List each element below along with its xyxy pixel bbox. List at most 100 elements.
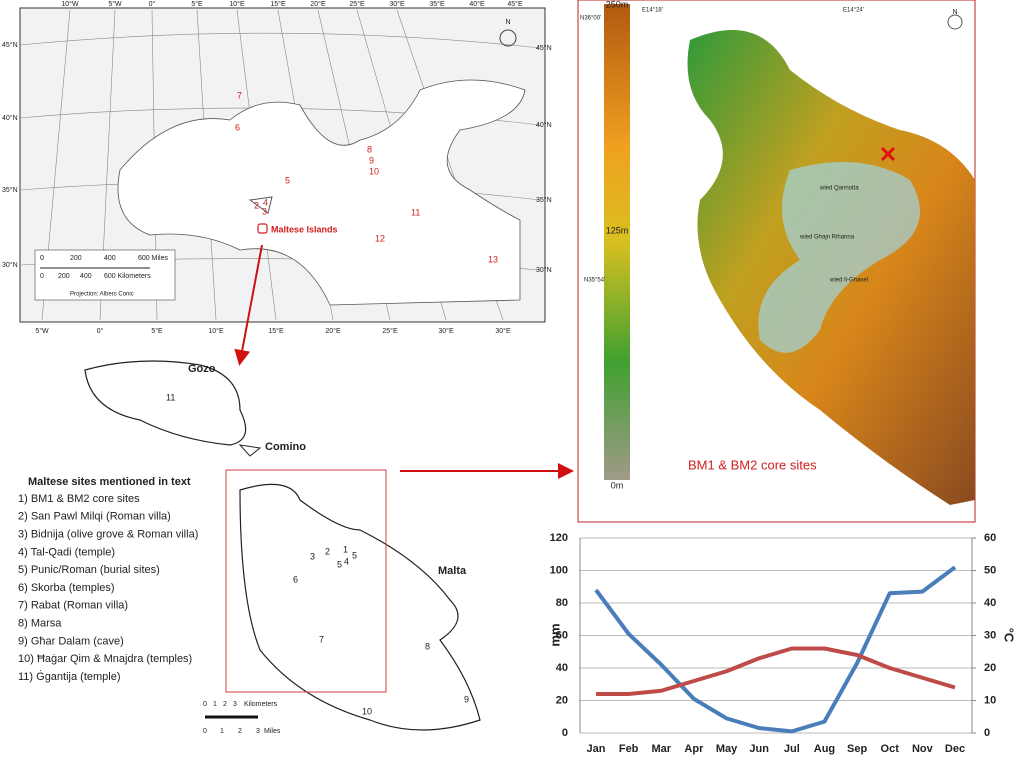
x-tick-label: Oct bbox=[881, 743, 900, 755]
coordinate-label: N36°00' bbox=[580, 16, 601, 22]
y2-tick-label: 40 bbox=[984, 597, 996, 609]
coordinate-label: N35°54' bbox=[584, 278, 605, 284]
longitude-label: 5°E bbox=[151, 327, 163, 335]
malta-outline bbox=[239, 483, 481, 731]
latitude-label: 45°N bbox=[2, 41, 18, 49]
latitude-label: 30°N bbox=[536, 266, 552, 274]
longitude-label: 15°E bbox=[268, 327, 284, 335]
longitude-label: 5°W bbox=[108, 0, 122, 8]
site-item: 11) Ġgantija (temple) bbox=[18, 670, 121, 683]
y2-tick-label: 50 bbox=[984, 564, 996, 576]
site-number: 7 bbox=[237, 90, 242, 100]
site-item: 1) BM1 & BM2 core sites bbox=[18, 493, 140, 505]
site-number: 6 bbox=[293, 574, 298, 584]
relief-north bbox=[947, 14, 963, 30]
longitude-label: 10°E bbox=[208, 327, 224, 335]
list-title: Maltese sites mentioned in text bbox=[28, 476, 191, 488]
y2-tick-label: 0 bbox=[984, 727, 990, 739]
site-number: 11 bbox=[411, 207, 420, 217]
scale-label: 600 Kilometers bbox=[104, 273, 151, 280]
site-number: 10 bbox=[369, 166, 379, 176]
scale-label: Miles bbox=[264, 728, 281, 735]
longitude-label: 0° bbox=[149, 0, 156, 8]
latitude-label: 40°N bbox=[2, 114, 18, 122]
scale-label: 200 bbox=[70, 255, 82, 262]
site-number: 8 bbox=[425, 641, 430, 651]
y-tick-label: 120 bbox=[550, 532, 568, 544]
colorbar-label: 250m bbox=[606, 0, 629, 9]
site-number: 9 bbox=[369, 155, 374, 165]
x-tick-label: May bbox=[716, 743, 738, 755]
valley-label: wied Ghajn Rihanna bbox=[799, 235, 855, 241]
y2-tick-label: 60 bbox=[984, 532, 996, 544]
north-arrow bbox=[499, 29, 517, 47]
site-number: 12 bbox=[375, 233, 385, 243]
longitude-label: 45°E bbox=[507, 0, 523, 8]
site-number: 9 bbox=[464, 694, 469, 704]
comino-outline bbox=[238, 444, 262, 457]
x-tick-label: Mar bbox=[651, 743, 671, 755]
x-tick-label: Jul bbox=[784, 743, 800, 755]
site-number: 4 bbox=[344, 556, 349, 566]
x-tick-label: Dec bbox=[945, 743, 965, 755]
valley-label: wied Il-Ghasel bbox=[829, 278, 868, 284]
study-area-box bbox=[225, 469, 387, 693]
site-item: 5) Punic/Roman (burial sites) bbox=[18, 564, 160, 576]
scale-label: 2 bbox=[223, 701, 227, 708]
colorbar-label: 125m bbox=[606, 225, 629, 235]
y-tick-label: 100 bbox=[550, 564, 568, 576]
scale-label: 3 bbox=[233, 701, 237, 708]
scale-label: 400 bbox=[80, 273, 92, 280]
scale-label: 0 bbox=[203, 701, 207, 708]
arrow bbox=[234, 244, 263, 366]
site-item: 10) Ħaġar Qim & Mnajdra (temples) bbox=[18, 653, 192, 665]
longitude-label: 10°E bbox=[229, 0, 245, 8]
site-item: 4) Tal-Qadi (temple) bbox=[18, 546, 115, 558]
scale-label: 2 bbox=[238, 728, 242, 735]
y2-tick-label: 20 bbox=[984, 662, 996, 674]
island-label: Malta bbox=[438, 565, 467, 577]
x-tick-label: Nov bbox=[912, 743, 934, 755]
x-tick-label: Jun bbox=[749, 743, 769, 755]
latitude-label: 45°N bbox=[536, 44, 552, 52]
gozo-outline bbox=[84, 360, 247, 446]
site-item: 8) Marsa bbox=[18, 618, 62, 630]
island-label: Gozo bbox=[188, 363, 216, 375]
longitude-label: 20°E bbox=[310, 0, 326, 8]
longitude-label: 10°W bbox=[61, 0, 79, 8]
catchment bbox=[758, 162, 920, 353]
site-number: 5 bbox=[352, 550, 357, 560]
site-item: 3) Bidnija (olive grove & Roman villa) bbox=[18, 529, 198, 541]
longitude-label: 25°E bbox=[349, 0, 365, 8]
site-number: 11 bbox=[166, 392, 175, 402]
longitude-label: 15°E bbox=[270, 0, 286, 8]
x-tick-label: Sep bbox=[847, 743, 867, 755]
latitude-label: 40°N bbox=[536, 121, 552, 129]
series-line bbox=[594, 565, 957, 734]
longitude-label: 25°E bbox=[382, 327, 398, 335]
coordinate-label: E14°18' bbox=[642, 8, 663, 14]
site-number: 6 bbox=[235, 122, 240, 132]
site-number: 5 bbox=[285, 175, 290, 185]
y-tick-label: 80 bbox=[556, 597, 568, 609]
north-label: N bbox=[505, 19, 510, 26]
valley-label: wied Qannotta bbox=[819, 186, 859, 192]
latitude-label: 35°N bbox=[2, 186, 18, 194]
scale-label: 0 bbox=[40, 273, 44, 280]
longitude-label: 30°E bbox=[389, 0, 405, 8]
longitude-label: 30°E bbox=[438, 327, 454, 335]
y2-axis-title: °C bbox=[1002, 628, 1017, 643]
y-axis-title: mm bbox=[547, 623, 562, 646]
y-tick-label: 40 bbox=[556, 662, 568, 674]
projection-label: Projection: Albers Conic bbox=[70, 292, 134, 298]
site-number: 7 bbox=[319, 634, 324, 644]
latitude-label: 35°N bbox=[536, 196, 552, 204]
site-item: 2) San Pawl Milqi (Roman villa) bbox=[18, 511, 171, 523]
colorbar bbox=[604, 4, 630, 480]
north-label: N bbox=[952, 9, 957, 16]
longitude-label: 35°E bbox=[429, 0, 445, 8]
site-number: 13 bbox=[488, 254, 498, 264]
x-tick-label: Feb bbox=[619, 743, 639, 755]
